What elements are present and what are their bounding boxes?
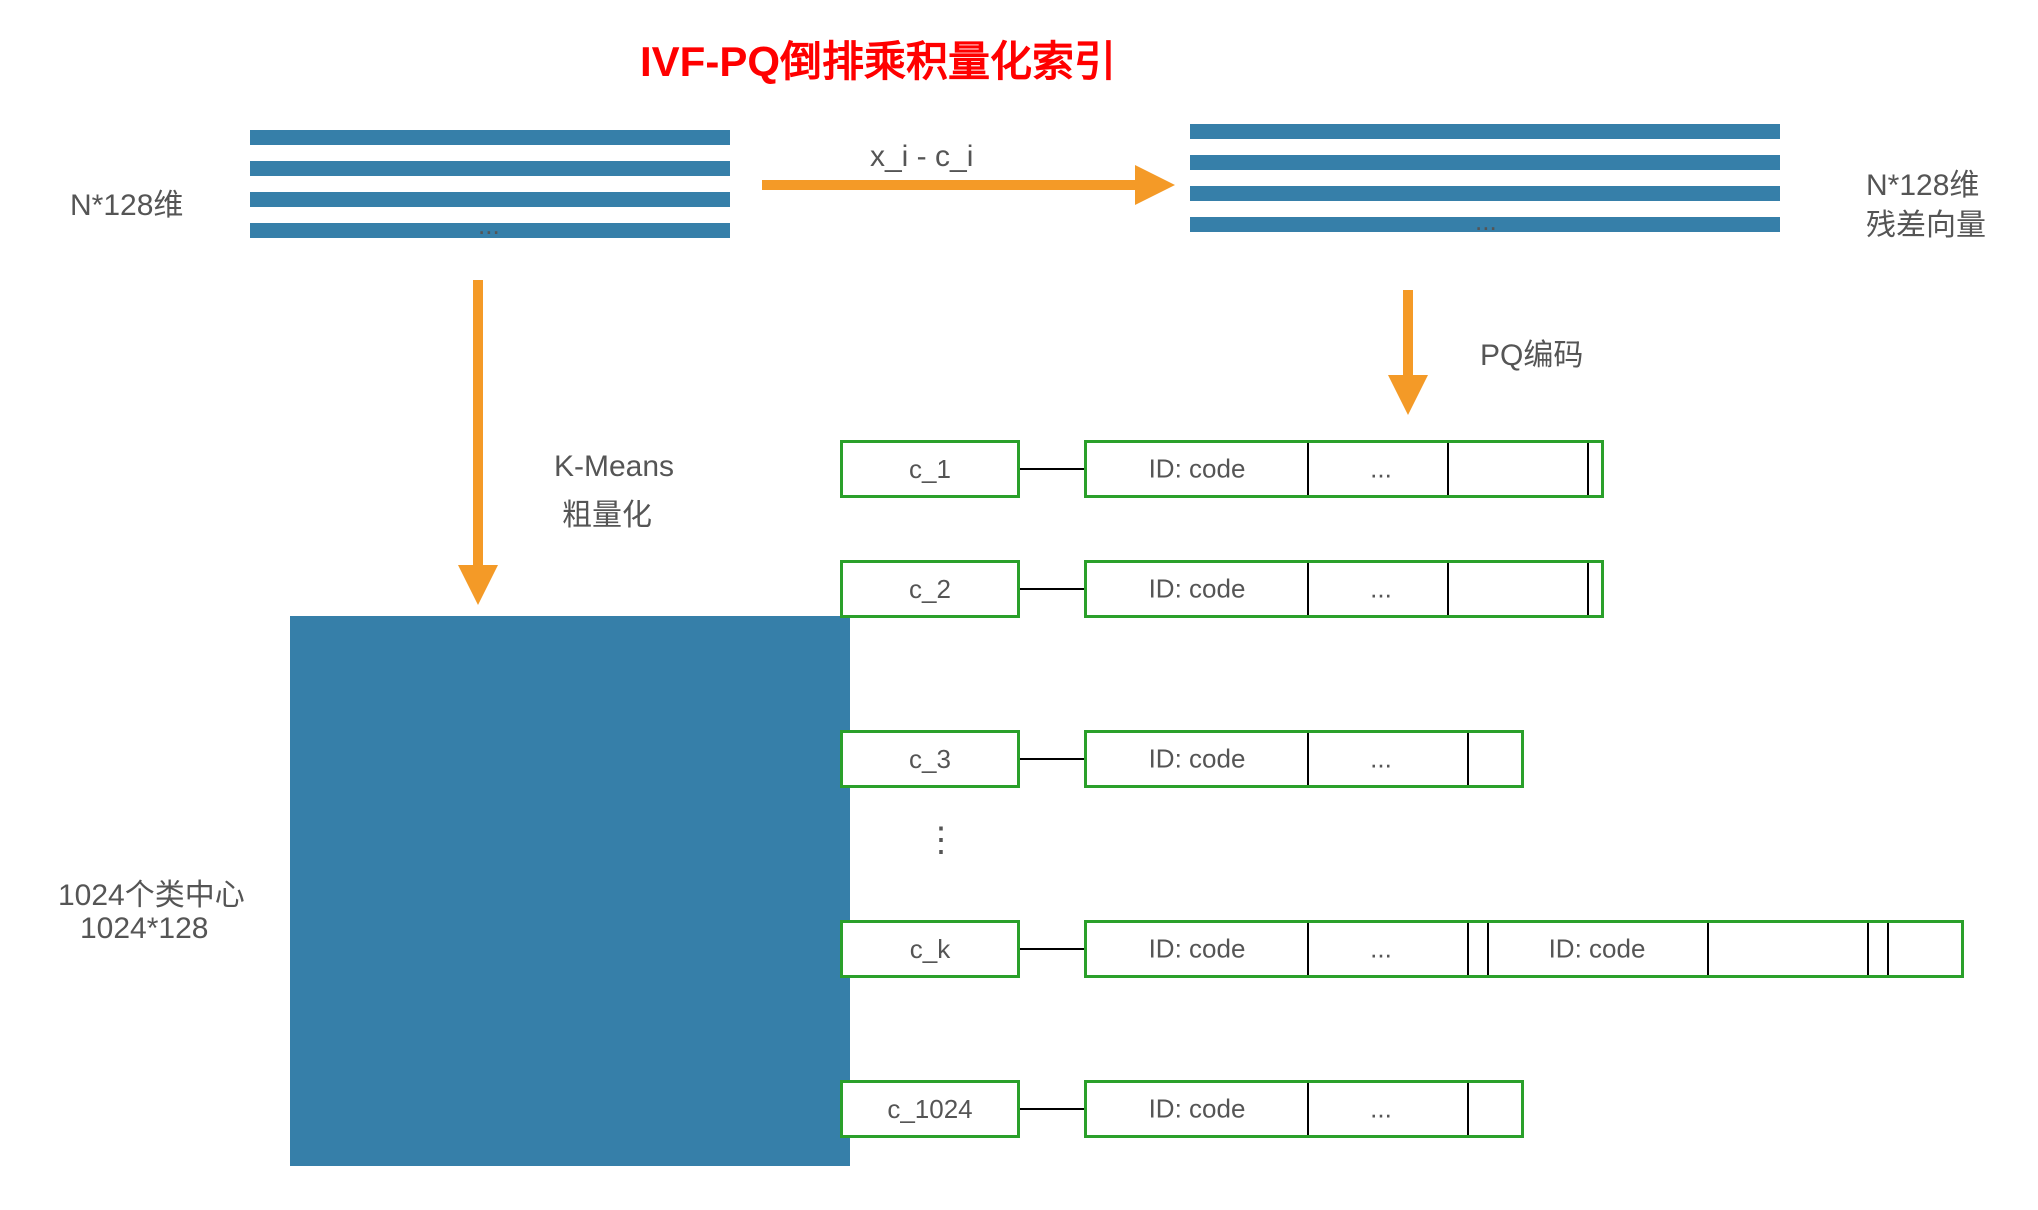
vector-bar: [250, 130, 730, 145]
cluster-header: c_1024: [840, 1080, 1020, 1138]
cell-divider: [1307, 1083, 1309, 1135]
cell-divider: [1867, 923, 1869, 975]
posting-list: ID: code...: [1084, 730, 1524, 788]
list-connector: [1020, 468, 1084, 470]
vector-bar: [250, 192, 730, 207]
vector-bar: [250, 161, 730, 176]
cluster-header: c_k: [840, 920, 1020, 978]
posting-list: ID: code...: [1084, 560, 1604, 618]
cluster-header: c_2: [840, 560, 1020, 618]
label-centers1: 1024个类中心: [58, 870, 245, 914]
cluster-header: c_1: [840, 440, 1020, 498]
cell-divider: [1467, 733, 1469, 785]
cell-divider: [1307, 563, 1309, 615]
cell-divider: [1467, 1083, 1469, 1135]
posting-cell: ...: [1370, 744, 1392, 775]
ellipsis-left: ...: [478, 210, 500, 241]
label-right-dim2: 残差向量: [1866, 200, 1986, 244]
cell-divider: [1587, 443, 1589, 495]
label-kmeans2: 粗量化: [562, 490, 652, 534]
cell-divider: [1447, 563, 1449, 615]
cluster-centers-block: [290, 616, 850, 1166]
cell-divider: [1887, 923, 1889, 975]
posting-cell: ID: code: [1149, 744, 1246, 775]
posting-cell: ID: code: [1149, 1094, 1246, 1125]
cell-divider: [1707, 923, 1709, 975]
posting-cell: ID: code: [1149, 934, 1246, 965]
posting-list: ID: code... ID: code: [1084, 920, 1964, 978]
vdots-icon: ⋮: [924, 820, 958, 860]
cell-divider: [1587, 563, 1589, 615]
diagram-title: IVF-PQ倒排乘积量化索引: [640, 28, 1116, 89]
list-connector: [1020, 1108, 1084, 1110]
label-pq: PQ编码: [1480, 330, 1583, 374]
posting-cell: ID: code: [1149, 574, 1246, 605]
posting-cell: ...: [1370, 1094, 1392, 1125]
ellipsis-right: ...: [1475, 206, 1497, 237]
cell-divider: [1307, 733, 1309, 785]
list-connector: [1020, 588, 1084, 590]
posting-list: ID: code...: [1084, 1080, 1524, 1138]
posting-cell: ...: [1370, 454, 1392, 485]
cluster-header: c_3: [840, 730, 1020, 788]
vector-bar: [1190, 124, 1780, 139]
vector-bar: [1190, 155, 1780, 170]
list-connector: [1020, 758, 1084, 760]
cell-divider: [1467, 923, 1469, 975]
list-connector: [1020, 948, 1084, 950]
posting-cell: ...: [1370, 934, 1392, 965]
cell-divider: [1447, 443, 1449, 495]
posting-list: ID: code...: [1084, 440, 1604, 498]
label-centers2: 1024*128: [80, 912, 208, 946]
label-kmeans1: K-Means: [554, 450, 674, 484]
posting-cell: ID: code: [1149, 454, 1246, 485]
label-residual: x_i - c_i: [870, 140, 973, 174]
cell-divider: [1307, 923, 1309, 975]
cell-divider: [1307, 443, 1309, 495]
posting-cell: ID: code: [1549, 934, 1646, 965]
vector-bar: [1190, 186, 1780, 201]
label-left-dim: N*128维: [70, 180, 183, 224]
cell-divider: [1487, 923, 1489, 975]
posting-cell: ...: [1370, 574, 1392, 605]
label-right-dim1: N*128维: [1866, 160, 1979, 204]
